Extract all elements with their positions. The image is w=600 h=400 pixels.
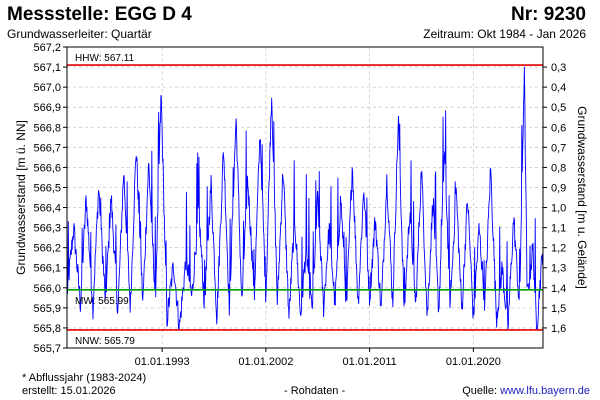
plot-frame bbox=[66, 46, 544, 349]
y-tick-label: 566,5 bbox=[33, 182, 61, 194]
axes: 565,7 565,8 565,9 566,0 566,1 566,2 566,3 566,4… bbox=[14, 42, 589, 368]
y-tick-label: 566,3 bbox=[33, 223, 61, 235]
y2-tick-label: 1,4 bbox=[551, 283, 566, 295]
created-date: erstellt: 15.01.2026 bbox=[22, 385, 116, 397]
raw-data-label: - Rohdaten - bbox=[284, 385, 346, 397]
y-tick-label: 565,8 bbox=[33, 323, 61, 335]
y2-tick-label: 0,5 bbox=[551, 102, 566, 114]
station-title: Messstelle: EGG D 4 bbox=[7, 4, 192, 25]
y-tick-label: 566,7 bbox=[33, 142, 61, 154]
y2-tick-label: 0,8 bbox=[551, 162, 566, 174]
y-tick-label: 566,2 bbox=[33, 243, 61, 255]
x-tick-label: 01.01.2002 bbox=[238, 356, 293, 368]
reference-label: MW: 565.99 bbox=[75, 296, 129, 307]
series-line bbox=[66, 66, 544, 331]
y-tick-label: 565,9 bbox=[33, 303, 61, 315]
period-label: Zeitraum: Okt 1984 - Jan 2026 bbox=[423, 27, 586, 41]
footnote: * Abflussjahr (1983-2024) bbox=[22, 372, 147, 384]
y-tick-label: 565,7 bbox=[33, 343, 61, 355]
y2-tick-label: 0,7 bbox=[551, 142, 566, 154]
reference-label: HHW: 567.11 bbox=[75, 53, 135, 64]
station-number: Nr: 9230 bbox=[511, 4, 586, 25]
y-tick-label: 566,1 bbox=[33, 263, 61, 275]
x-tick-label: 01.01.2011 bbox=[343, 356, 397, 368]
y2-tick-label: 1,1 bbox=[551, 223, 566, 235]
y-tick-label: 567,1 bbox=[33, 62, 61, 74]
source-link[interactable]: www.lfu.bayern.de bbox=[500, 385, 590, 397]
y-tick-label: 567,2 bbox=[33, 42, 61, 54]
y2-tick-label: 0,6 bbox=[551, 122, 566, 134]
aquifer-label: Grundwasserleiter: Quartär bbox=[7, 27, 152, 41]
y-axis-label: Grundwasserstand [m ü. NN] bbox=[14, 120, 28, 275]
y2-tick-label: 1,6 bbox=[551, 323, 566, 335]
y-tick-label: 566,0 bbox=[33, 283, 61, 295]
y2-tick-label: 1,5 bbox=[551, 303, 566, 315]
y2-tick-label: 1,3 bbox=[551, 263, 566, 275]
y2-tick-label: 0,4 bbox=[551, 82, 566, 94]
y-tick-label: 566,9 bbox=[33, 102, 61, 114]
series-layer bbox=[66, 66, 544, 331]
y-tick-label: 566,6 bbox=[33, 162, 61, 174]
x-tick-label: 01.01.2020 bbox=[446, 356, 501, 368]
y2-tick-label: 1,2 bbox=[551, 243, 566, 255]
y-tick-label: 566,4 bbox=[33, 203, 61, 215]
source: Quelle: www.lfu.bayern.de bbox=[462, 385, 590, 397]
reference-lines: HHW: 567.11 MW: 565.99 NNW: 565.79 bbox=[67, 53, 543, 347]
y2-tick-label: 1,0 bbox=[551, 203, 566, 215]
source-label: Quelle: bbox=[462, 385, 501, 397]
y2-tick-label: 0,3 bbox=[551, 62, 566, 74]
x-tick-label: 01.01.1993 bbox=[135, 356, 190, 368]
y2-axis-label: Grundwasserstand [m u. Gelände] bbox=[575, 106, 589, 289]
y2-tick-label: 0,9 bbox=[551, 182, 566, 194]
reference-label: NNW: 565.79 bbox=[75, 336, 135, 347]
y-tick-label: 566,8 bbox=[33, 122, 61, 134]
y-tick-label: 567,0 bbox=[33, 82, 61, 94]
